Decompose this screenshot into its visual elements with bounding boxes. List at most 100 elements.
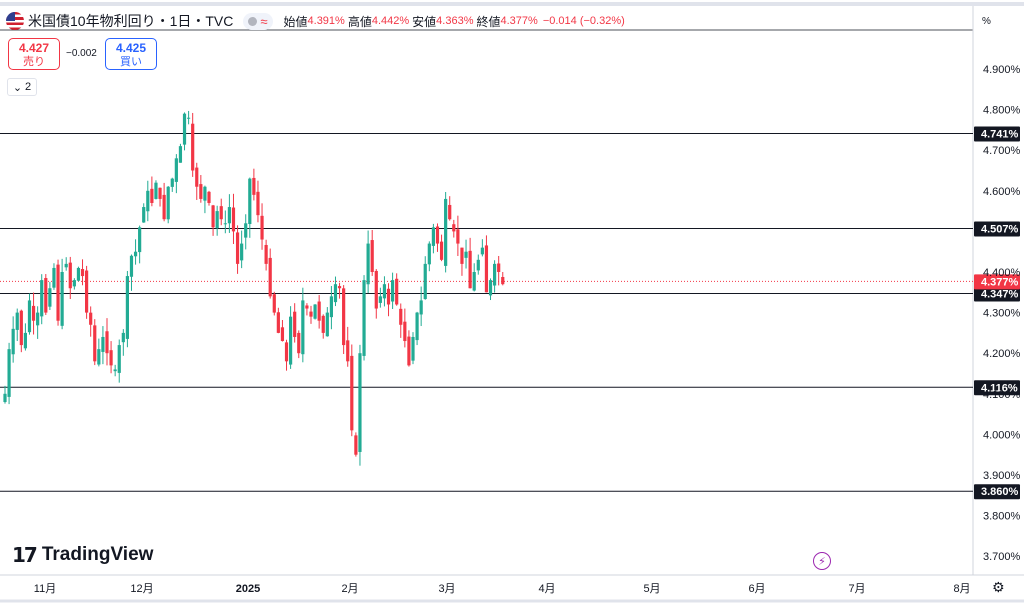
y-tick-label: 4.200%	[983, 348, 1021, 360]
chevron-down-icon: ⌄	[12, 81, 23, 94]
price-axis[interactable]: 4.900% 4.800% 4.700% 4.600% 4.400% 4.300% 4.20…	[983, 64, 1021, 563]
candle	[129, 254, 134, 291]
indicators-toggle[interactable]: ⌄ 2	[7, 78, 37, 96]
candle	[138, 225, 142, 264]
candle	[337, 282, 342, 299]
candle	[68, 256, 72, 300]
candle-body	[68, 262, 72, 289]
candle-body	[158, 187, 162, 199]
candle-body	[460, 247, 464, 264]
candle	[219, 198, 223, 226]
candle-body	[150, 188, 154, 203]
candle	[146, 180, 150, 222]
candle	[370, 229, 374, 276]
y-tick-label: 4.600%	[983, 186, 1021, 198]
tradingview-logo[interactable]: 𝟭𝟳 TradingView	[12, 543, 153, 567]
time-axis[interactable]: 11月 12月 2025 2月 3月 4月 5月 6月 7月 8月	[34, 583, 971, 595]
candle	[431, 223, 435, 254]
percent-scale-label[interactable]: %	[982, 16, 991, 27]
candle	[423, 256, 427, 300]
buy-button[interactable]: 4.425 買い	[105, 38, 157, 70]
candle-body	[138, 227, 142, 253]
candle	[142, 203, 146, 223]
candle-body	[289, 316, 293, 365]
candle	[85, 265, 89, 319]
candle-body	[203, 186, 207, 201]
candle-body	[113, 369, 117, 372]
candle-body	[415, 312, 419, 341]
last-price-label-bg	[974, 274, 1020, 290]
candle	[313, 304, 317, 320]
candle	[427, 241, 431, 272]
y-tick-label: 4.700%	[983, 145, 1021, 157]
candle	[289, 306, 293, 369]
level-label: 4.741%	[981, 129, 1019, 141]
candle	[56, 259, 60, 326]
candle	[260, 203, 264, 250]
candle	[448, 196, 452, 221]
candle	[154, 180, 158, 200]
candle-body	[199, 184, 203, 199]
candle	[23, 323, 27, 351]
candle-body	[480, 247, 484, 255]
status-pill[interactable]: ≈	[243, 12, 273, 30]
close-label: 終値	[476, 14, 501, 29]
candle-body	[346, 340, 350, 362]
candle-body	[284, 342, 289, 362]
candle	[207, 190, 211, 206]
candle	[501, 271, 505, 286]
candle-body	[235, 232, 240, 264]
candle	[342, 285, 346, 355]
candle	[72, 278, 76, 290]
y-tick-label: 4.300%	[983, 308, 1021, 320]
candle-body	[215, 211, 219, 229]
market-status-icon	[248, 16, 258, 26]
candle-body	[89, 312, 93, 325]
x-tick-label: 12月	[130, 583, 153, 595]
candle-body	[256, 191, 260, 216]
sell-label: 売り	[23, 56, 45, 68]
lightning-icon[interactable]: ⚡	[813, 552, 831, 570]
y-tick-label: 4.100%	[983, 389, 1021, 401]
horizontal-levels[interactable]: 4.741% 4.507% 4.347% 4.116% 3.860% 4.377%	[0, 126, 1020, 500]
candle	[11, 316, 15, 363]
candle-body	[129, 255, 134, 277]
candle-body	[297, 332, 301, 354]
candle-body	[280, 327, 285, 342]
candle-body	[93, 325, 97, 362]
y-tick-label: 3.700%	[983, 551, 1021, 563]
candle	[187, 110, 191, 125]
candle-body	[497, 263, 501, 272]
x-tick-label: 6月	[748, 583, 765, 595]
candle-body	[358, 353, 362, 452]
candle	[403, 308, 407, 348]
us-flag-icon	[6, 12, 24, 30]
candle-body	[154, 182, 158, 199]
settings-gear-icon[interactable]: ⚙	[992, 579, 1005, 595]
candle-body	[182, 113, 187, 145]
sell-button[interactable]: 4.427 売り	[8, 38, 60, 70]
candle-body	[403, 321, 407, 342]
candle	[362, 275, 366, 361]
buy-label: 買い	[120, 56, 142, 68]
level-label-bg	[974, 380, 1020, 396]
candle-body	[484, 245, 489, 293]
symbol-title[interactable]: 米国債10年物利回り・1日・TVC	[28, 13, 234, 29]
candle-body	[121, 332, 125, 343]
candle-body	[142, 207, 146, 223]
x-tick-label: 2025	[236, 583, 260, 595]
candle-body	[48, 288, 52, 307]
candle	[329, 286, 333, 330]
y-tick-label: 4.000%	[983, 429, 1021, 441]
candle-body	[337, 286, 342, 289]
candle	[240, 230, 244, 269]
candle	[150, 176, 154, 207]
candle	[256, 180, 260, 223]
candle-body	[125, 276, 129, 339]
candle-body	[399, 308, 403, 325]
candle-body	[382, 284, 387, 299]
buy-price: 4.425	[115, 41, 147, 55]
candle	[170, 177, 174, 192]
candle-body	[431, 227, 435, 246]
